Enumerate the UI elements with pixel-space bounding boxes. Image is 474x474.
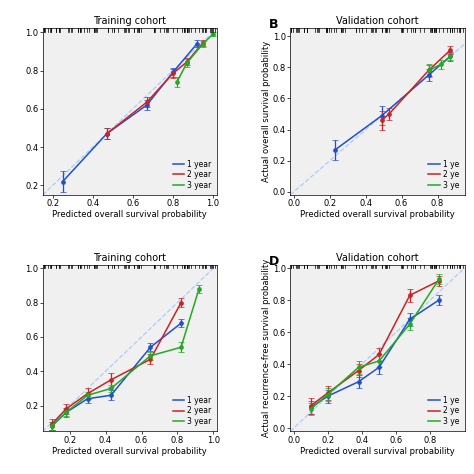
Y-axis label: Actual recurrence-free survival probability: Actual recurrence-free survival probabil… bbox=[262, 259, 271, 437]
Text: D: D bbox=[269, 255, 280, 268]
Legend: 1 ye, 2 ye, 3 ye: 1 ye, 2 ye, 3 ye bbox=[427, 394, 461, 428]
Title: Training cohort: Training cohort bbox=[93, 16, 166, 26]
Legend: 1 year, 2 year, 3 year: 1 year, 2 year, 3 year bbox=[171, 394, 213, 428]
X-axis label: Predicted overall survival probability: Predicted overall survival probability bbox=[53, 210, 207, 219]
Text: B: B bbox=[269, 18, 279, 31]
X-axis label: Predicted overall survival probability: Predicted overall survival probability bbox=[300, 447, 455, 456]
Y-axis label: Actual overall survival probability: Actual overall survival probability bbox=[262, 41, 271, 182]
Legend: 1 year, 2 year, 3 year: 1 year, 2 year, 3 year bbox=[171, 158, 213, 191]
X-axis label: Predicted overall survival probability: Predicted overall survival probability bbox=[53, 447, 207, 456]
Title: Validation cohort: Validation cohort bbox=[336, 253, 419, 263]
Legend: 1 ye, 2 ye, 3 ye: 1 ye, 2 ye, 3 ye bbox=[427, 158, 461, 191]
Title: Validation cohort: Validation cohort bbox=[336, 16, 419, 26]
X-axis label: Predicted overall survival probability: Predicted overall survival probability bbox=[300, 210, 455, 219]
Title: Training cohort: Training cohort bbox=[93, 253, 166, 263]
